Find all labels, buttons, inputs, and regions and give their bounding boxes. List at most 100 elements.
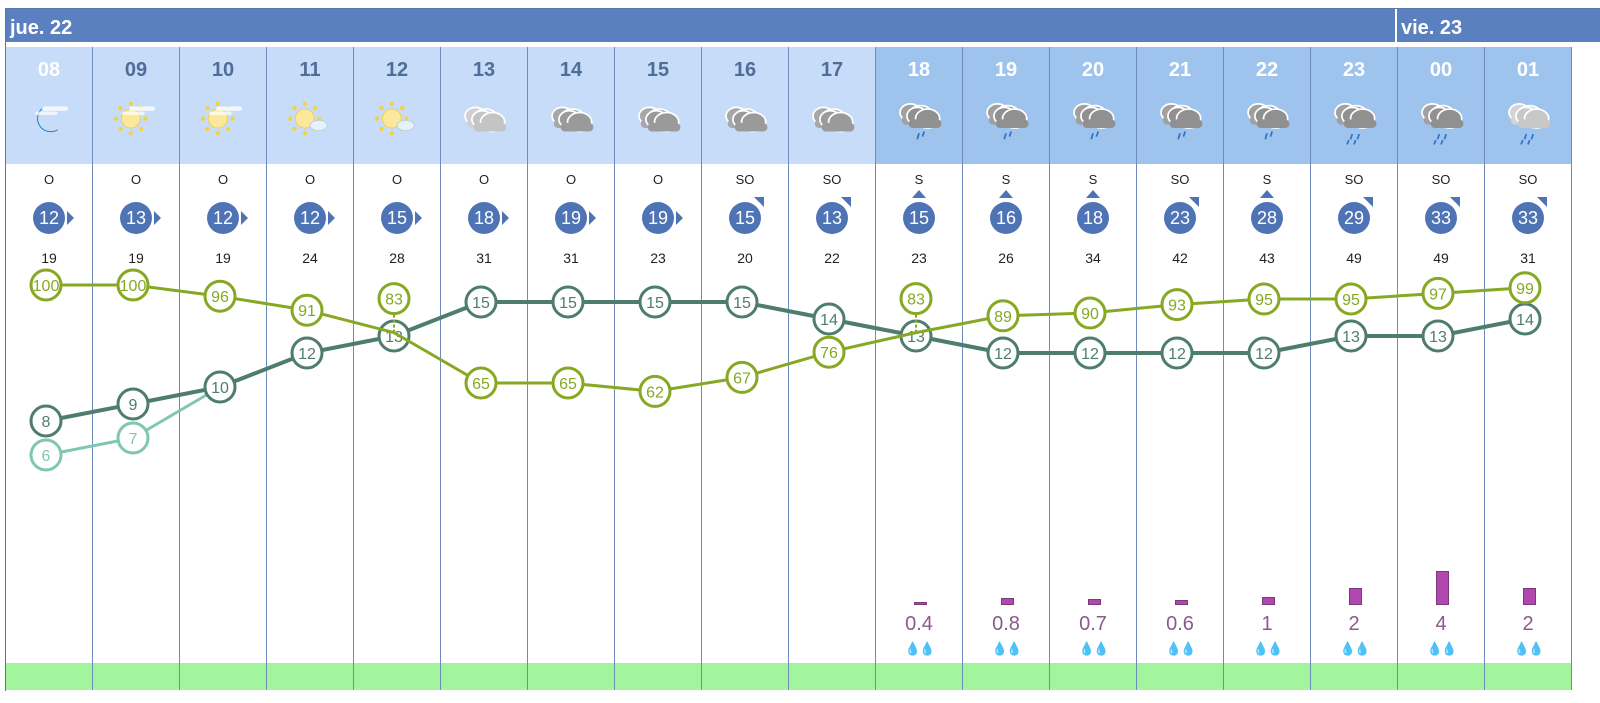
precip-value: 2 — [1348, 613, 1360, 635]
wind-speed-badge: 28 — [1251, 202, 1283, 234]
status-band — [963, 663, 1049, 690]
hour-label: 21 — [1168, 59, 1192, 81]
wind-direction: O — [652, 172, 664, 187]
wind-direction: O — [43, 172, 55, 187]
hour-label: 23 — [1342, 59, 1366, 81]
wind-gust: 24 — [302, 250, 318, 266]
wind-speed-badge: 18 — [1077, 202, 1109, 234]
sun-haze-icon — [201, 101, 242, 136]
status-band — [702, 663, 788, 690]
hour-column: 17 SO 13 22 — [789, 47, 876, 690]
status-band — [1398, 663, 1484, 690]
status-band — [1050, 663, 1136, 690]
wind-gust: 31 — [1520, 250, 1536, 266]
wind-arrow-northeast-icon — [1189, 197, 1199, 207]
wind-speed-badge: 12 — [207, 202, 239, 234]
day-header-friday: vie. 23 — [1396, 9, 1600, 42]
hour-cell: 23 — [1311, 47, 1397, 164]
hour-column: 15 O 19 23 — [615, 47, 702, 690]
wind-direction: SO — [1170, 172, 1190, 187]
status-band — [267, 663, 353, 690]
wind-gust: 19 — [215, 250, 231, 266]
heavy-rain-icon — [1334, 103, 1377, 145]
sun-cloud-icon — [375, 101, 415, 136]
rain-drops-icon: 💧💧 — [991, 641, 1022, 656]
wind-direction: S — [1001, 172, 1011, 187]
wind-gust: 43 — [1259, 250, 1275, 266]
hour-column: 16 SO 15 20 — [702, 47, 789, 690]
wind-arrow-east-icon — [328, 211, 335, 225]
status-band — [1137, 663, 1223, 690]
sun-cloud-icon — [288, 101, 328, 136]
hour-column: 22 S 28 43 1 💧💧 — [1224, 47, 1311, 690]
hour-label: 16 — [733, 59, 757, 81]
hour-column: 11 O 12 24 — [267, 47, 354, 690]
precip-value: 0.4 — [905, 613, 933, 635]
wind-direction: O — [217, 172, 229, 187]
wind-direction: SO — [1518, 172, 1538, 187]
precip-value: 2 — [1522, 613, 1534, 635]
wind-gust: 31 — [476, 250, 492, 266]
wind-gust: 49 — [1346, 250, 1362, 266]
hour-cell: 13 — [441, 47, 527, 164]
precip-bar — [1088, 599, 1101, 605]
wind-direction: O — [304, 172, 316, 187]
status-band — [354, 663, 440, 690]
wind-gust: 19 — [41, 250, 57, 266]
hour-cell: 00 — [1398, 47, 1484, 164]
hour-column: 19 S 16 26 0.8 💧💧 — [963, 47, 1050, 690]
wind-gust: 20 — [737, 250, 753, 266]
cloudy-icon — [812, 106, 855, 133]
hour-label: 10 — [211, 59, 235, 81]
wind-gust: 19 — [128, 250, 144, 266]
status-band — [180, 663, 266, 690]
status-band — [6, 663, 92, 690]
hour-column: 14 O 19 31 — [528, 47, 615, 690]
hour-cell: 16 — [702, 47, 788, 164]
wind-speed-badge: 18 — [468, 202, 500, 234]
hour-column: 23 SO 29 49 2 💧💧 — [1311, 47, 1398, 690]
status-band — [1311, 663, 1397, 690]
hour-label: 08 — [37, 59, 61, 81]
precip-bar — [1436, 571, 1449, 605]
hour-column: 01 SO 33 31 2 💧💧 — [1485, 47, 1572, 690]
rain-drops-icon: 💧💧 — [1252, 641, 1283, 656]
hour-label: 15 — [646, 59, 670, 81]
hourly-forecast-grid: jue. 22 vie. 23 08 O 12 19 09 O 13 19 10… — [5, 8, 1600, 691]
wind-arrow-east-icon — [67, 211, 74, 225]
wind-arrow-northeast-icon — [1450, 197, 1460, 207]
status-band — [93, 663, 179, 690]
sun-haze-icon — [114, 101, 155, 136]
hour-cell: 14 — [528, 47, 614, 164]
rain-drops-icon: 💧💧 — [1513, 641, 1544, 656]
precip-bar — [1349, 588, 1362, 605]
rain-drops-icon: 💧💧 — [1078, 641, 1109, 656]
light-rain-icon — [1508, 103, 1551, 145]
wind-speed-badge: 19 — [555, 202, 587, 234]
wind-gust: 26 — [998, 250, 1014, 266]
hour-cell: 21 — [1137, 47, 1223, 164]
hour-label: 14 — [559, 59, 583, 81]
hour-label: 22 — [1255, 59, 1279, 81]
wind-gust: 31 — [563, 250, 579, 266]
wind-arrow-east-icon — [415, 211, 422, 225]
wind-gust: 23 — [911, 250, 927, 266]
wind-arrow-north-icon — [999, 190, 1013, 198]
status-band — [1485, 663, 1571, 690]
hour-label: 01 — [1516, 59, 1540, 81]
heavy-rain-icon — [1421, 103, 1464, 145]
wind-gust: 22 — [824, 250, 840, 266]
wind-direction: S — [914, 172, 924, 187]
hour-label: 19 — [994, 59, 1018, 81]
wind-direction: S — [1262, 172, 1272, 187]
wind-arrow-east-icon — [676, 211, 683, 225]
hour-cell: 11 — [267, 47, 353, 164]
wind-speed-badge: 33 — [1425, 202, 1457, 234]
rain-drops-icon: 💧💧 — [1165, 641, 1196, 656]
hour-column: 08 O 12 19 — [6, 47, 93, 690]
hour-label: 20 — [1081, 59, 1105, 81]
wind-speed-badge: 12 — [294, 202, 326, 234]
wind-speed-badge: 29 — [1338, 202, 1370, 234]
hour-column: 10 O 12 19 — [180, 47, 267, 690]
precip-value: 4 — [1435, 613, 1447, 635]
